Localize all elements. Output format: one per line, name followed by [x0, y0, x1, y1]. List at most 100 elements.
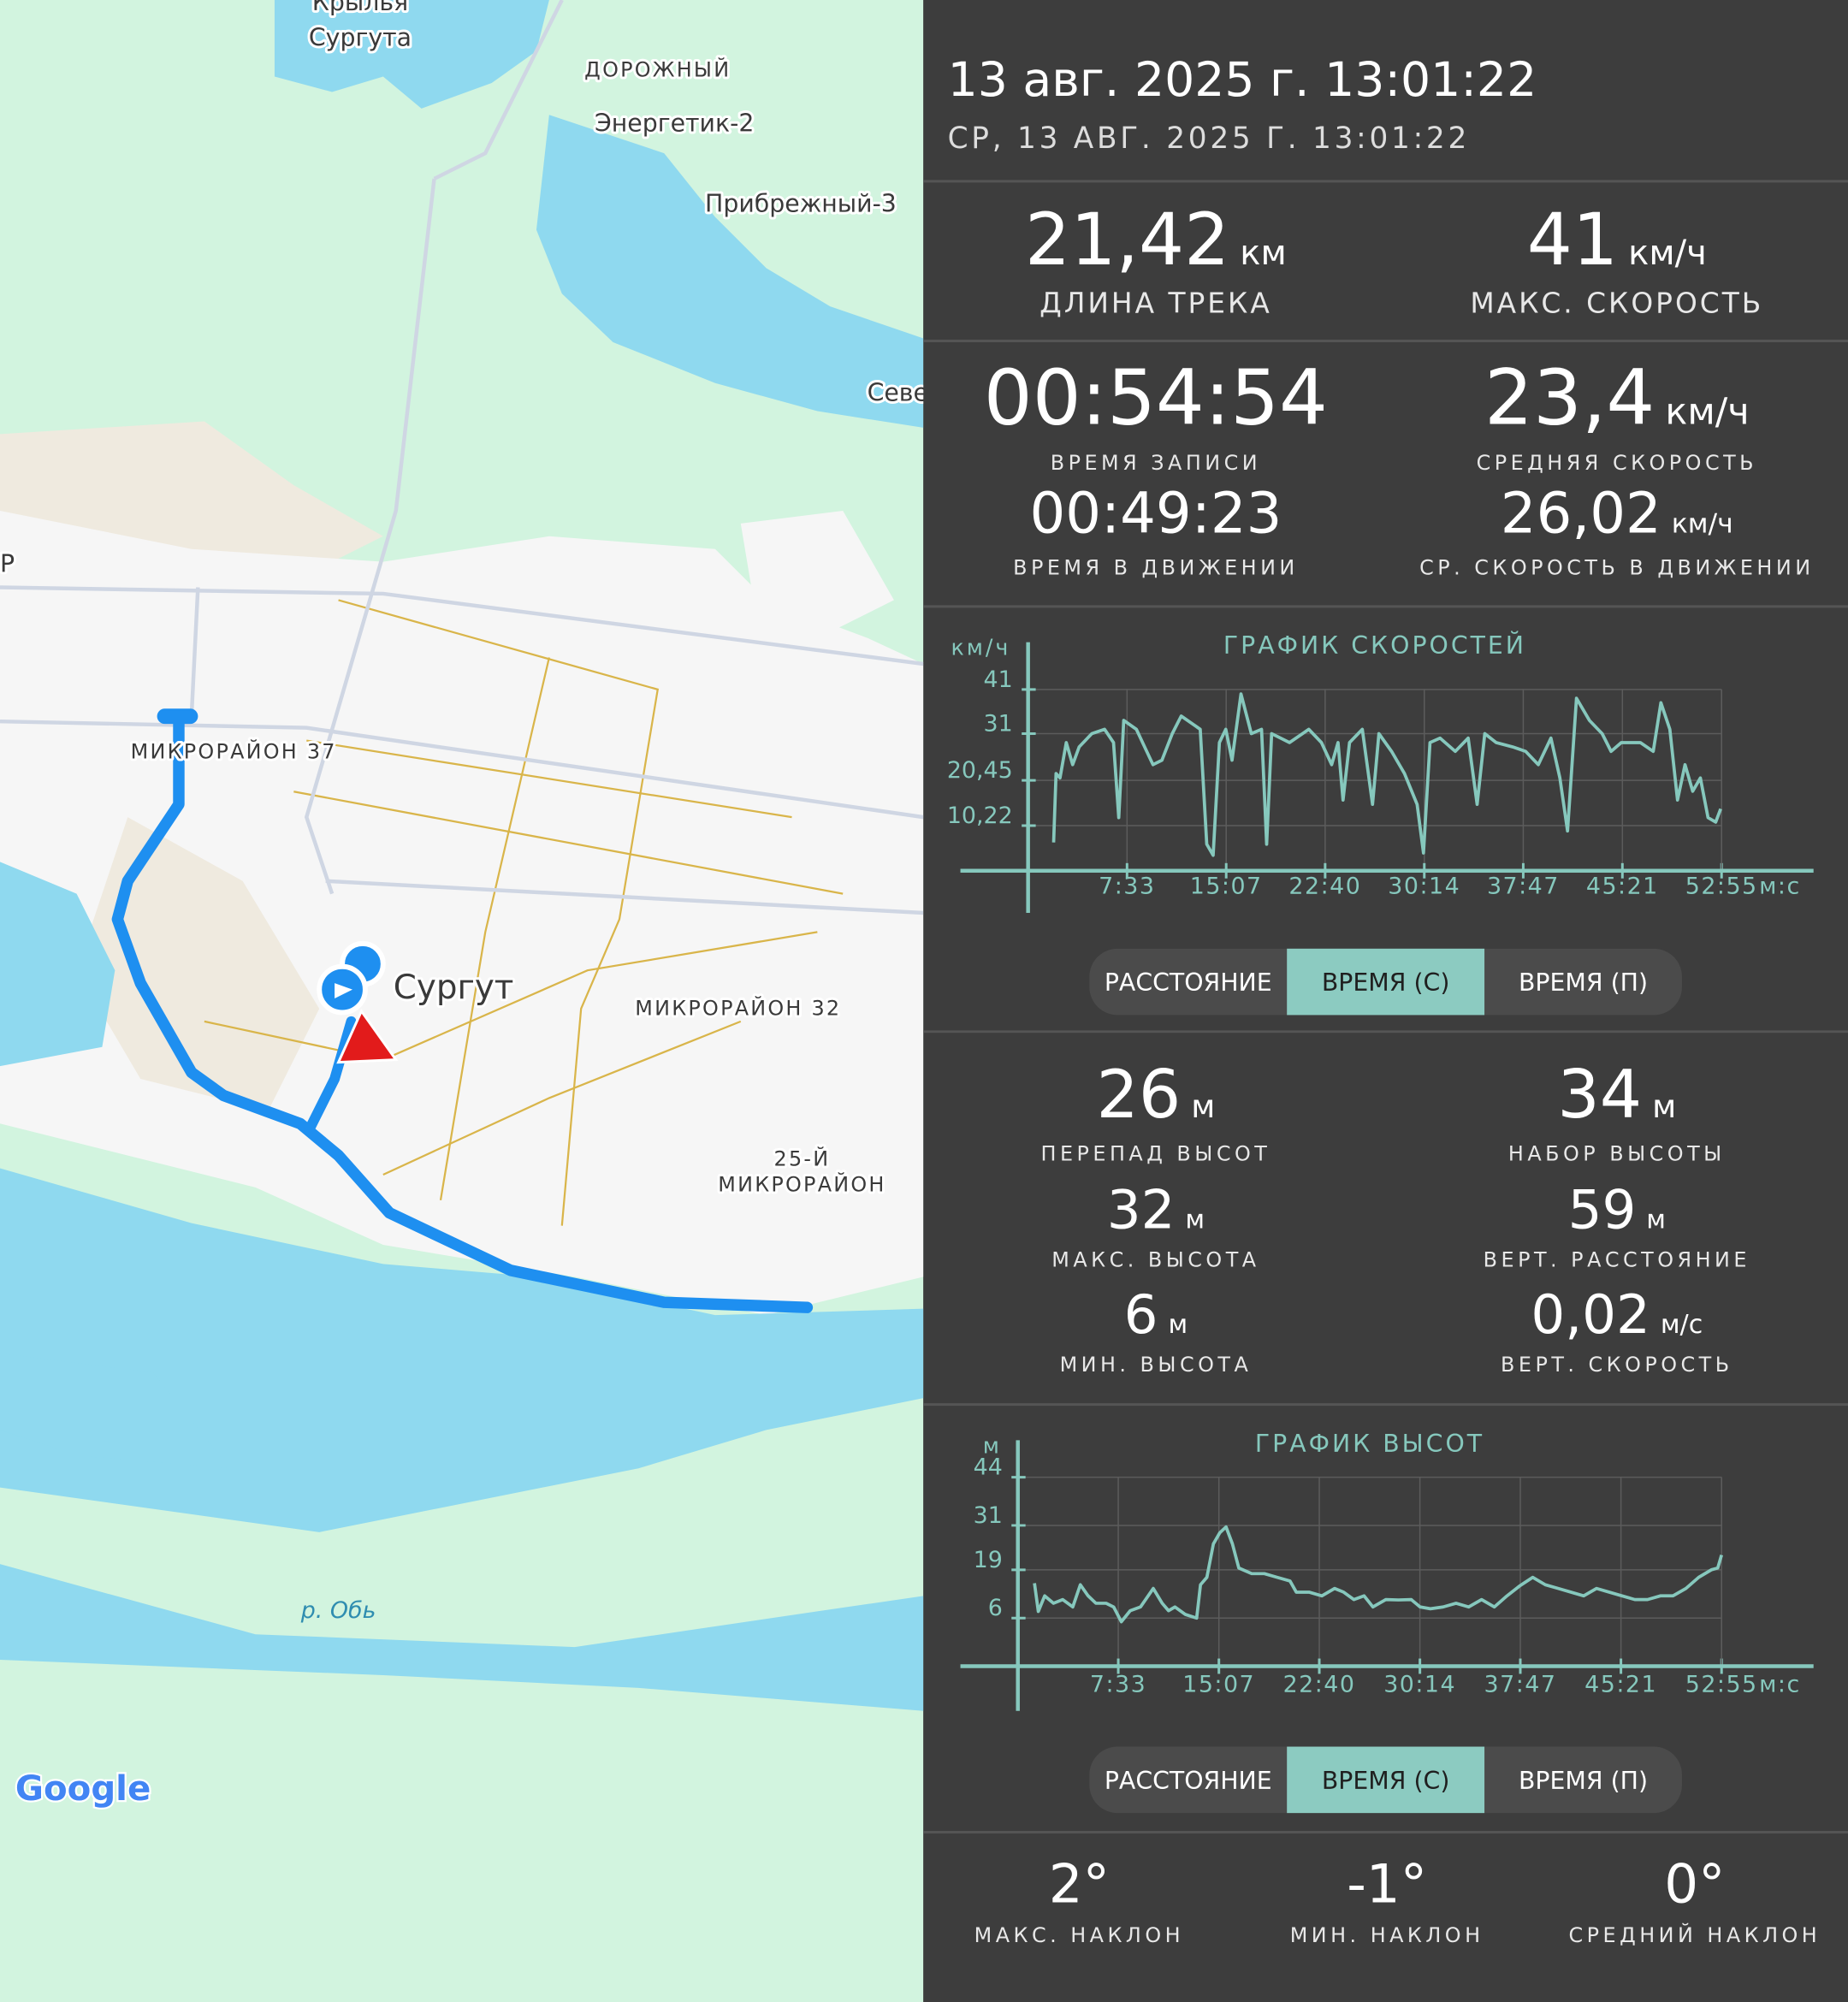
road [189, 587, 200, 715]
road [204, 931, 818, 1061]
stat-label: ВРЕМЯ В ДВИЖЕНИИ [1013, 556, 1299, 580]
chart-title: ГРАФИК СКОРОСТЕЙ [1223, 631, 1526, 660]
stat-value: 26,02 км/ч [1501, 481, 1733, 546]
map-label: Севе [868, 379, 928, 407]
stat-label: НАБОР ВЫСОТЫ [1508, 1142, 1726, 1166]
stat-unit: м [1652, 1087, 1676, 1125]
stat-number: 2° [1049, 1853, 1110, 1916]
stat-number: 00:49:23 [1029, 481, 1282, 546]
x-axis-unit: м:с [1759, 874, 1801, 900]
road [338, 599, 660, 1226]
x-tick-label: 52:55 [1685, 1671, 1758, 1697]
stat-number: 41 [1527, 198, 1618, 281]
map-label: МИКРОРАЙОН 32 [635, 995, 841, 1020]
stat-value: 34 м [1557, 1057, 1676, 1134]
map-label: Энергетик-2 [595, 110, 754, 138]
map-label: Р [0, 550, 15, 578]
x-axis-unit: м:с [1759, 1671, 1801, 1697]
stat-number: 21,42 [1025, 198, 1229, 281]
map-label: р. Обь [300, 1597, 376, 1624]
map-river [0, 1168, 924, 1532]
toggle-option[interactable]: ВРЕМЯ (С) [1322, 968, 1450, 997]
y-tick-label: 10,22 [947, 803, 1013, 829]
y-axis-unit: м [983, 1432, 1002, 1458]
stat-unit: м [1191, 1087, 1215, 1125]
map-river [0, 1353, 230, 1469]
stat-number: 34 [1557, 1057, 1642, 1134]
map-water [0, 862, 116, 1067]
y-tick-label: 31 [974, 1502, 1003, 1529]
stat-label: МАКС. НАКЛОН [974, 1923, 1184, 1947]
stat-label: МАКС. СКОРОСТЬ [1470, 287, 1763, 320]
stat-value: 59 м [1568, 1179, 1666, 1241]
y-tick-label: 41 [984, 666, 1013, 693]
stat-unit: м [1185, 1205, 1205, 1235]
map: Крылья Сургута ДОРОЖНЫЙ Энергетик-2 Приб… [0, 0, 931, 2002]
toggle-option[interactable]: ВРЕМЯ (П) [1519, 1767, 1648, 1795]
stat-number: 32 [1107, 1179, 1176, 1241]
map-area [76, 817, 320, 1111]
road [306, 739, 792, 819]
stat-label: ВРЕМЯ ЗАПИСИ [1051, 451, 1261, 475]
toggle-option[interactable]: ВРЕМЯ (П) [1519, 968, 1648, 997]
stat-unit: км/ч [1628, 234, 1707, 273]
x-tick-label: 15:07 [1190, 874, 1263, 900]
map-highways [0, 0, 924, 915]
stat-value: 2° [1049, 1853, 1110, 1916]
x-tick-label: 22:40 [1288, 874, 1361, 900]
map-roads [204, 599, 844, 1226]
stat-label: СР. СКОРОСТЬ В ДВИЖЕНИИ [1419, 556, 1814, 580]
map-label: 25-Й [774, 1146, 831, 1171]
stat-unit: км/ч [1665, 390, 1749, 433]
data-line [1033, 1525, 1724, 1624]
stat-label: ВЕРТ. СКОРОСТЬ [1501, 1353, 1733, 1377]
x-tick-label: 30:14 [1383, 1671, 1456, 1697]
x-tick-label: 52:55 [1685, 874, 1758, 900]
separators [923, 180, 1848, 1834]
map-urban [740, 510, 894, 639]
x-tick-label: 37:47 [1487, 874, 1560, 900]
toggle-selected [1287, 948, 1485, 1016]
toggle-selected [1287, 1746, 1485, 1814]
play-icon [335, 983, 352, 999]
date-title: 13 авг. 2025 г. 13:01:22 [948, 53, 1537, 108]
x-tick-label: 37:47 [1484, 1671, 1557, 1697]
y-tick-label: 44 [974, 1454, 1003, 1481]
stat-number: 23,4 [1484, 353, 1655, 442]
stat-number: 0° [1664, 1853, 1725, 1916]
stat-number: 00:54:54 [984, 353, 1328, 442]
road [304, 178, 436, 895]
toggle-option[interactable]: РАССТОЯНИЕ [1105, 1767, 1272, 1795]
road [433, 0, 564, 181]
map-label: ДОРОЖНЫЙ [584, 57, 731, 82]
stat-unit: км [1240, 234, 1287, 273]
road [0, 585, 924, 666]
y-tick-label: 31 [984, 711, 1013, 737]
stat-value: 00:54:54 [984, 353, 1328, 442]
road [0, 719, 924, 820]
stat-number: 26 [1097, 1057, 1182, 1134]
chart-title: ГРАФИК ВЫСОТ [1255, 1430, 1484, 1458]
y-tick-label: 6 [988, 1595, 1003, 1621]
toggle-option[interactable]: РАССТОЯНИЕ [1105, 968, 1272, 997]
y-axis-unit: км/ч [951, 635, 1010, 660]
position-arrow [336, 1008, 399, 1064]
stat-label: СРЕДНИЙ НАКЛОН [1569, 1922, 1821, 1947]
stat-value: 21,42 км [1025, 198, 1287, 281]
stat-unit: м [1646, 1205, 1666, 1235]
stat-value: 23,4 км/ч [1484, 353, 1750, 442]
stat-value: 0° [1664, 1853, 1725, 1916]
map-label: Крылья [312, 0, 408, 16]
toggle-option[interactable]: ВРЕМЯ (С) [1322, 1767, 1450, 1795]
road [439, 657, 550, 1200]
map-urban [0, 510, 924, 1316]
stat-number: 6 [1124, 1283, 1158, 1346]
x-tick-label: 45:21 [1584, 1671, 1657, 1697]
map-label: МИКРОРАЙОН [718, 1171, 886, 1196]
stat-unit: км/ч [1672, 508, 1733, 539]
route-end [157, 708, 198, 725]
x-tick-label: 7:33 [1090, 1671, 1146, 1697]
